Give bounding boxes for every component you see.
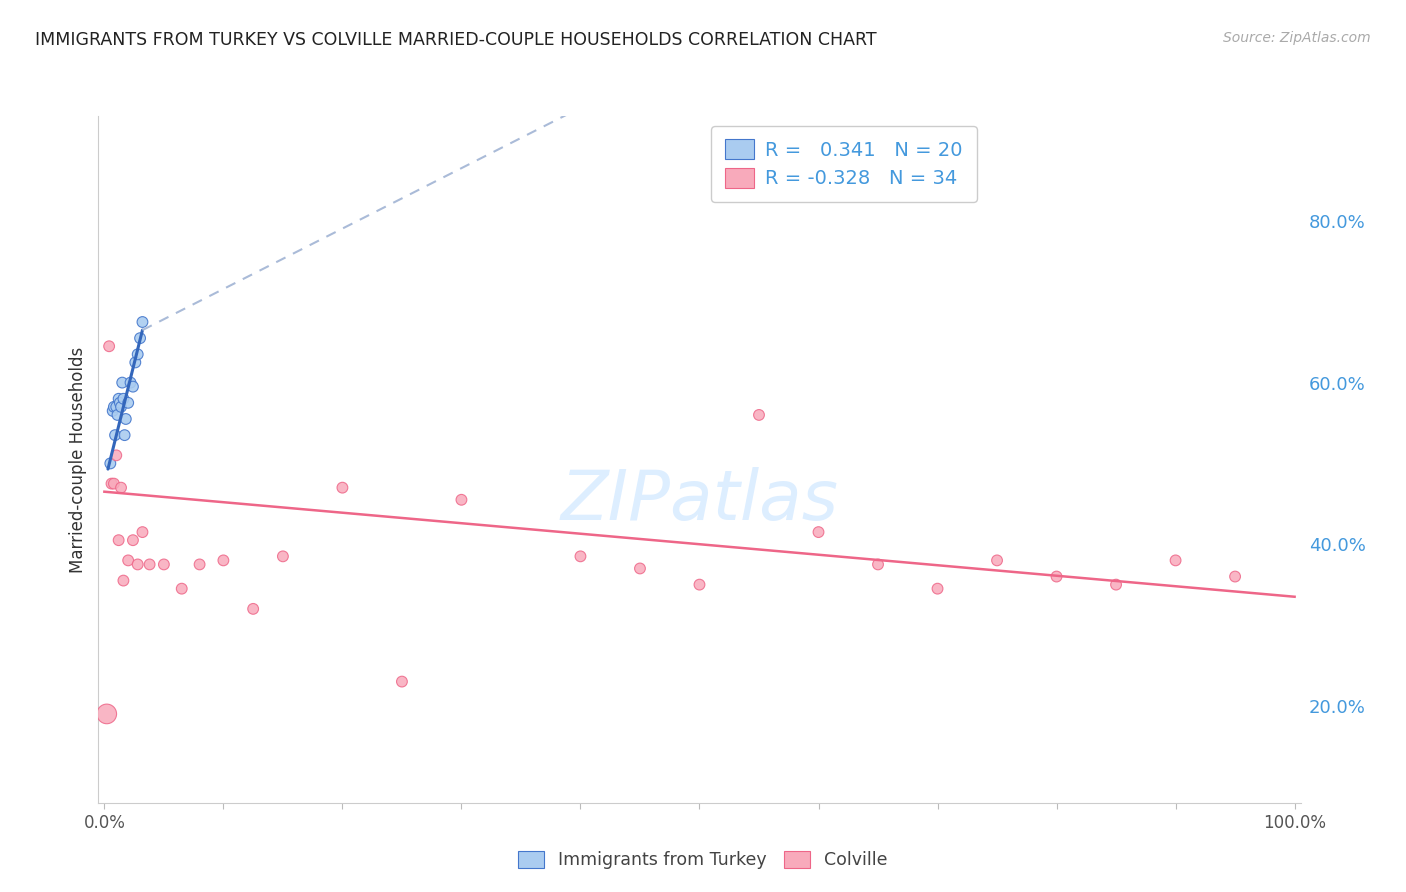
Point (103, 476, 125, 491)
Point (104, 428, 127, 442)
Point (107, 392, 129, 406)
Y-axis label: Married-couple Households: Married-couple Households (69, 346, 87, 573)
Point (170, 582, 193, 596)
Point (111, 376, 134, 390)
Point (138, 558, 160, 572)
Point (866, 558, 889, 572)
Point (129, 331, 152, 345)
Point (105, 448, 128, 462)
Point (212, 553, 235, 567)
Point (101, 404, 124, 418)
Point (114, 428, 136, 442)
Point (242, 602, 264, 616)
Text: IMMIGRANTS FROM TURKEY VS COLVILLE MARRIED-COUPLE HOUSEHOLDS CORRELATION CHART: IMMIGRANTS FROM TURKEY VS COLVILLE MARRI… (35, 31, 877, 49)
Point (689, 577, 711, 591)
Point (117, 396, 139, 410)
Point (927, 582, 949, 596)
Point (103, 400, 125, 414)
Point (332, 481, 354, 495)
Point (127, 558, 149, 572)
Point (131, 525, 153, 540)
Point (107, 408, 129, 422)
Point (110, 400, 132, 414)
Text: Source: ZipAtlas.com: Source: ZipAtlas.com (1223, 31, 1371, 45)
Point (112, 392, 135, 406)
Point (124, 355, 146, 369)
Legend: Immigrants from Turkey, Colville: Immigrants from Turkey, Colville (512, 844, 894, 876)
Point (108, 396, 131, 410)
Point (110, 481, 132, 495)
Point (271, 549, 294, 564)
Point (112, 574, 135, 588)
Point (96, 706, 118, 721)
Point (1223, 569, 1246, 583)
Point (1105, 577, 1128, 591)
Point (98, 339, 121, 353)
Point (807, 525, 830, 540)
Point (122, 379, 145, 393)
Point (117, 553, 139, 567)
Point (569, 549, 592, 564)
Point (100, 476, 122, 491)
Point (1045, 569, 1067, 583)
Point (748, 408, 770, 422)
Point (986, 553, 1008, 567)
Point (105, 400, 128, 414)
Point (120, 376, 142, 390)
Point (153, 558, 176, 572)
Point (628, 561, 651, 575)
Point (391, 674, 413, 689)
Text: ZIPatlas: ZIPatlas (561, 467, 838, 534)
Point (98, 457, 121, 471)
Point (107, 533, 129, 548)
Legend: R =   0.341   N = 20, R = -0.328   N = 34: R = 0.341 N = 20, R = -0.328 N = 34 (711, 126, 977, 202)
Point (127, 347, 149, 361)
Point (1164, 553, 1187, 567)
Point (131, 315, 153, 329)
Point (114, 412, 136, 426)
Point (450, 492, 472, 507)
Point (122, 533, 145, 548)
Point (188, 558, 211, 572)
